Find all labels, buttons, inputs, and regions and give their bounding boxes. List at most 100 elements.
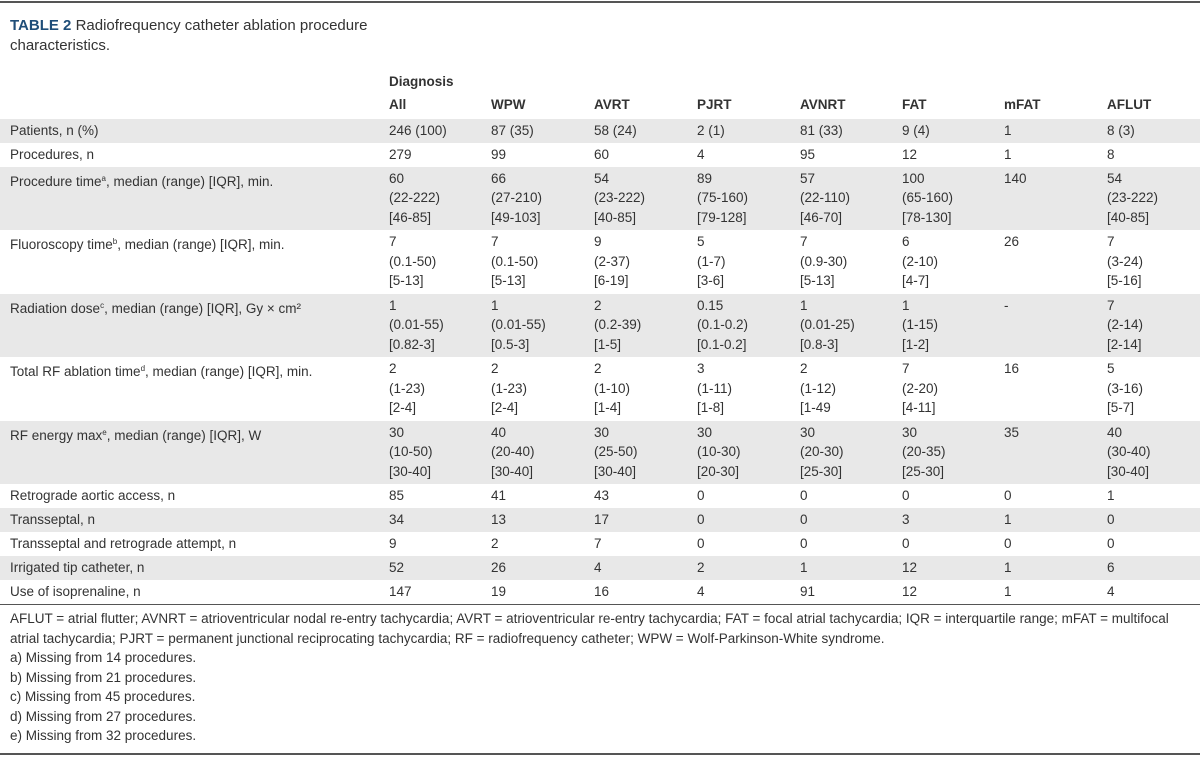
cell: (2-14) bbox=[1107, 317, 1144, 332]
cell: (0.1-0.2) bbox=[697, 317, 749, 332]
cell: (75-160) bbox=[697, 190, 749, 205]
cell: 99 bbox=[491, 146, 507, 162]
cell: [30-40] bbox=[1107, 463, 1150, 479]
top-rule bbox=[0, 1, 1200, 3]
cell: 1 bbox=[902, 297, 910, 313]
cell: 9 (4) bbox=[902, 122, 930, 138]
cell: 4 bbox=[697, 146, 705, 162]
cell: (0.01-25) bbox=[800, 317, 855, 332]
cell: 1 bbox=[491, 297, 499, 313]
column-header: FAT bbox=[902, 97, 927, 112]
cell: (1-12) bbox=[800, 380, 837, 396]
cell: 0 bbox=[1004, 488, 1012, 503]
table-title: Radiofrequency catheter ablation procedu… bbox=[75, 17, 368, 34]
cell: 7 bbox=[389, 234, 397, 249]
row-shade bbox=[0, 293, 1200, 357]
cell: 0 bbox=[697, 512, 705, 527]
cell: (1-7) bbox=[697, 253, 726, 269]
cell: [4-7] bbox=[902, 273, 930, 288]
row-label-text: RF energy max bbox=[10, 427, 103, 443]
cell: 3 bbox=[902, 512, 910, 527]
cell: 41 bbox=[491, 488, 507, 503]
footnote: c) Missing from 45 procedures. bbox=[10, 689, 196, 704]
cell: [5-13] bbox=[389, 273, 424, 288]
cell: 19 bbox=[491, 584, 507, 599]
column-header: AVNRT bbox=[800, 97, 846, 112]
table-bottom-rule bbox=[0, 604, 1200, 605]
cell: (2-37) bbox=[594, 253, 631, 269]
cell: (1-11) bbox=[697, 380, 733, 396]
cell: 9 bbox=[594, 234, 602, 249]
cell: 1 bbox=[1004, 146, 1012, 162]
cell: [1-49 bbox=[800, 400, 831, 415]
cell: [30-40] bbox=[594, 463, 637, 479]
cell: 1 bbox=[1004, 122, 1012, 138]
cell: 0 bbox=[800, 536, 808, 551]
cell: 8 (3) bbox=[1107, 122, 1135, 138]
footnote-marker: e bbox=[102, 427, 107, 437]
cell: 2 bbox=[389, 361, 397, 376]
cell: [5-7] bbox=[1107, 400, 1135, 415]
row-label-text: Retrograde aortic access, n bbox=[10, 488, 176, 503]
cell: [30-40] bbox=[491, 463, 534, 479]
cell: 54 bbox=[1107, 170, 1123, 186]
bottom-rule bbox=[0, 753, 1200, 755]
cell: (10-50) bbox=[389, 444, 433, 459]
row-label-rest: , median (range) [IQR], Gy × cm² bbox=[104, 300, 302, 316]
abbreviations: AFLUT = atrial flutter; AVNRT = atrioven… bbox=[10, 611, 1169, 646]
cell: (10-30) bbox=[697, 444, 741, 459]
cell: 7 bbox=[491, 234, 499, 249]
cell: (2-20) bbox=[902, 380, 939, 396]
cell: 0 bbox=[1004, 536, 1012, 551]
cell: (1-23) bbox=[389, 380, 426, 396]
cell: (0.1-50) bbox=[389, 253, 437, 269]
row-shade bbox=[0, 118, 1200, 143]
row-label-rest: , median (range) [IQR], min. bbox=[117, 237, 285, 252]
cell: (3-24) bbox=[1107, 253, 1144, 269]
cell: [2-4] bbox=[389, 400, 417, 415]
cell: (0.01-55) bbox=[491, 317, 546, 332]
cell: 2 bbox=[491, 536, 499, 551]
cell: 40 bbox=[1107, 424, 1123, 440]
cell: 0 bbox=[1107, 536, 1115, 551]
cell: 2 bbox=[594, 361, 602, 376]
row-label: Procedures, n bbox=[10, 145, 94, 165]
cell: 0 bbox=[1107, 512, 1115, 527]
cell: 0 bbox=[800, 512, 808, 527]
cell: [1-2] bbox=[902, 336, 930, 352]
cell: 2 bbox=[594, 297, 602, 313]
cell: 9 bbox=[389, 536, 397, 551]
cell: 4 bbox=[594, 560, 602, 575]
table-title-cont: characteristics. bbox=[10, 37, 111, 54]
cell: 0.15 bbox=[697, 297, 724, 313]
cell: 81 (33) bbox=[800, 122, 843, 138]
cell: [25-30] bbox=[800, 463, 843, 479]
cell: 0 bbox=[697, 488, 705, 503]
cell: 7 bbox=[1107, 297, 1115, 313]
cell: 1 bbox=[800, 560, 808, 575]
row-label: Use of isoprenaline, n bbox=[10, 582, 141, 602]
cell: [5-13] bbox=[491, 273, 526, 288]
cell: [3-6] bbox=[697, 273, 725, 288]
cell: [1-4] bbox=[594, 400, 622, 415]
cell: 60 bbox=[594, 146, 610, 162]
cell: 43 bbox=[594, 488, 610, 503]
footnote: b) Missing from 21 procedures. bbox=[10, 669, 197, 685]
cell: 7 bbox=[800, 234, 808, 249]
column-header: PJRT bbox=[697, 97, 732, 112]
cell: 12 bbox=[902, 560, 918, 575]
cell: 91 bbox=[800, 584, 816, 599]
row-label-text: Procedures, n bbox=[10, 146, 95, 162]
cell: 16 bbox=[594, 584, 610, 599]
cell: (3-16) bbox=[1107, 380, 1144, 396]
footnote: e) Missing from 32 procedures. bbox=[10, 728, 197, 743]
footnote-marker: b bbox=[112, 237, 118, 246]
row-label: Fluoroscopy timeb, median (range) [IQR],… bbox=[10, 232, 285, 255]
cell: 26 bbox=[491, 560, 507, 575]
footnote: d) Missing from 27 procedures. bbox=[10, 708, 197, 724]
cell: 279 bbox=[389, 146, 412, 162]
cell: [0.5-3] bbox=[491, 336, 530, 352]
cell: 35 bbox=[1004, 424, 1020, 440]
cell: 2 bbox=[697, 560, 705, 575]
